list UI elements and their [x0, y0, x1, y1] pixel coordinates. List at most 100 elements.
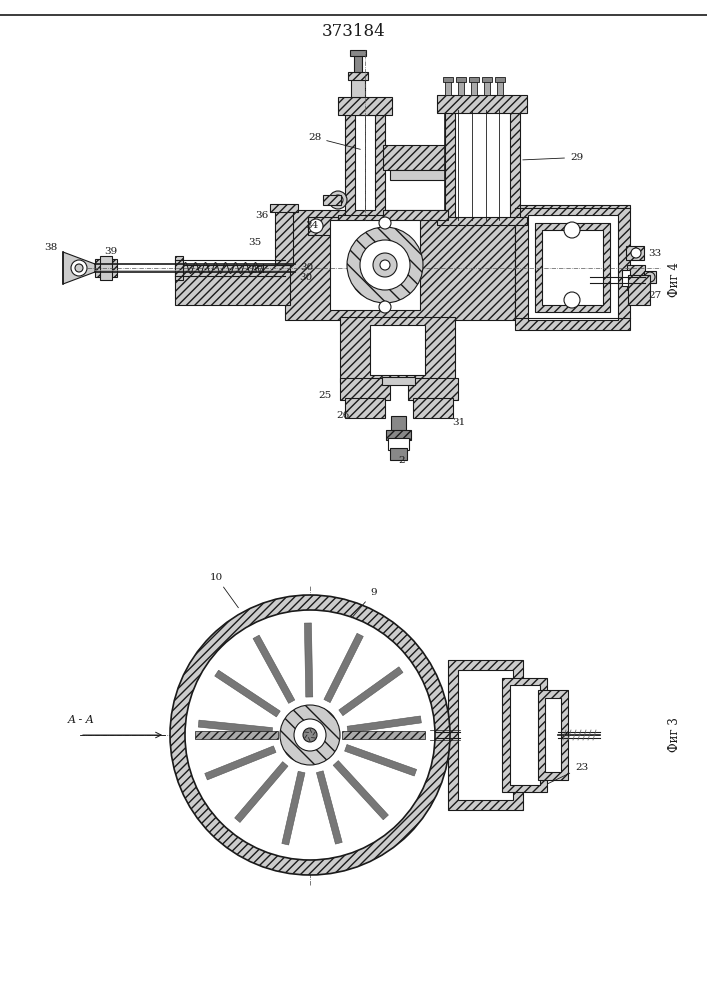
Bar — [338, 215, 392, 225]
Text: Фиг 3: Фиг 3 — [669, 718, 682, 752]
Bar — [542, 230, 603, 305]
Text: 9: 9 — [352, 588, 377, 618]
Text: 39: 39 — [104, 247, 117, 256]
Text: 28: 28 — [308, 133, 361, 149]
Circle shape — [71, 260, 87, 276]
Bar — [469, 77, 479, 82]
Bar — [413, 398, 453, 418]
Bar — [510, 685, 540, 785]
Polygon shape — [282, 771, 305, 845]
Circle shape — [329, 191, 347, 209]
Bar — [340, 378, 390, 400]
Text: A - A: A - A — [68, 715, 95, 725]
Text: 38: 38 — [44, 243, 57, 252]
Text: 27: 27 — [648, 291, 661, 300]
Bar — [323, 195, 341, 205]
Bar — [383, 145, 463, 170]
Bar — [275, 210, 293, 265]
Text: 37: 37 — [250, 266, 263, 275]
Text: 30: 30 — [300, 263, 313, 272]
Bar — [370, 325, 425, 375]
Circle shape — [380, 260, 390, 270]
Bar — [458, 670, 513, 800]
Bar — [408, 378, 458, 400]
Bar — [627, 265, 645, 290]
Circle shape — [373, 253, 397, 277]
Bar — [445, 110, 455, 220]
Bar — [628, 275, 650, 305]
Bar — [351, 77, 365, 97]
Circle shape — [170, 595, 450, 875]
Bar — [471, 80, 477, 95]
Text: 26: 26 — [336, 411, 349, 420]
Text: 2: 2 — [398, 456, 404, 465]
Polygon shape — [339, 667, 403, 716]
Bar — [390, 448, 407, 460]
Bar — [330, 220, 420, 310]
Circle shape — [631, 248, 641, 258]
Bar — [515, 205, 630, 330]
Text: 33: 33 — [648, 249, 661, 258]
Circle shape — [564, 292, 580, 308]
Bar — [175, 256, 183, 280]
Circle shape — [185, 610, 435, 860]
Text: Фиг 4: Фиг 4 — [669, 263, 682, 297]
Bar — [445, 110, 520, 220]
Text: 31: 31 — [452, 418, 465, 427]
Bar — [340, 317, 455, 382]
Bar — [482, 77, 492, 82]
Bar — [535, 223, 610, 312]
Bar — [456, 77, 466, 82]
Bar — [448, 660, 523, 810]
Bar — [445, 80, 451, 95]
Bar — [497, 80, 503, 95]
Bar — [383, 210, 448, 220]
Bar — [345, 110, 385, 220]
Bar — [528, 215, 618, 320]
Text: 35: 35 — [248, 238, 262, 247]
Bar — [175, 265, 290, 305]
Text: 373184: 373184 — [322, 23, 386, 40]
Polygon shape — [347, 716, 421, 733]
Bar — [510, 110, 520, 220]
Bar — [386, 430, 411, 440]
Circle shape — [379, 301, 391, 313]
Text: 10: 10 — [210, 573, 238, 608]
Circle shape — [333, 195, 343, 205]
Circle shape — [309, 219, 323, 233]
Bar — [100, 256, 112, 280]
Bar — [388, 438, 409, 450]
Bar — [437, 217, 527, 225]
Polygon shape — [344, 745, 416, 776]
Bar — [390, 170, 455, 180]
Bar — [437, 95, 527, 113]
Circle shape — [294, 719, 326, 751]
Polygon shape — [63, 252, 95, 284]
Text: 29: 29 — [522, 153, 583, 162]
Polygon shape — [205, 746, 276, 780]
Bar — [348, 72, 368, 80]
Polygon shape — [215, 670, 280, 717]
Bar — [484, 80, 490, 95]
Bar — [538, 690, 568, 780]
Bar — [285, 210, 515, 320]
Circle shape — [360, 240, 410, 290]
Bar — [458, 80, 464, 95]
Bar — [622, 270, 630, 286]
Bar — [545, 698, 561, 772]
Circle shape — [75, 264, 83, 272]
Bar — [338, 97, 392, 115]
Circle shape — [347, 227, 423, 303]
Bar — [443, 77, 453, 82]
Circle shape — [303, 728, 317, 742]
Bar — [355, 115, 375, 210]
Text: 25: 25 — [318, 391, 332, 400]
Bar — [350, 50, 366, 56]
Bar — [502, 678, 547, 792]
Circle shape — [379, 217, 391, 229]
Polygon shape — [235, 762, 288, 822]
Polygon shape — [324, 633, 363, 703]
Bar — [495, 77, 505, 82]
Bar — [95, 259, 117, 277]
Polygon shape — [342, 731, 425, 739]
